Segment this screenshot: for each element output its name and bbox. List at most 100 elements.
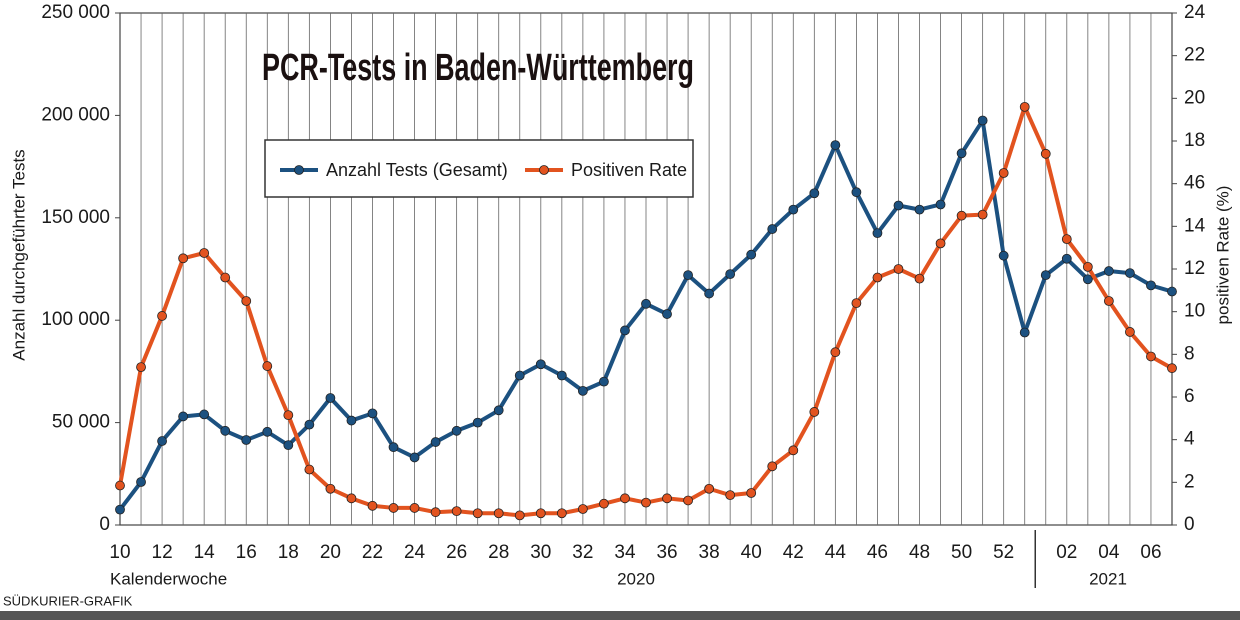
data-point <box>746 488 757 498</box>
data-point <box>388 442 399 453</box>
data-point <box>788 204 799 215</box>
data-point <box>1167 286 1177 297</box>
data-point <box>136 362 146 373</box>
data-point <box>788 445 799 456</box>
x-tick-label: 28 <box>488 542 509 563</box>
data-point <box>767 224 778 234</box>
data-point <box>430 507 441 518</box>
data-point <box>1125 327 1135 337</box>
data-point <box>1061 234 1072 245</box>
data-point <box>704 483 715 494</box>
y2-tick-label: 12 <box>1184 258 1205 279</box>
data-point <box>809 188 820 199</box>
y2-tick-label: 8 <box>1184 343 1195 364</box>
x-tick-label: 36 <box>656 542 677 563</box>
data-point <box>1040 148 1051 159</box>
data-point <box>199 248 210 258</box>
x-tick-label: 44 <box>825 542 847 563</box>
data-point <box>620 493 630 504</box>
data-point <box>872 272 883 283</box>
y2-tick-label: 2 <box>1184 471 1195 492</box>
data-point <box>577 385 588 396</box>
y2-tick-label: 24 <box>1184 2 1206 23</box>
data-point <box>1146 280 1156 291</box>
y2-tick-label: 10 <box>1184 301 1205 322</box>
data-point <box>1019 327 1030 338</box>
x-tick-label: 16 <box>236 542 257 563</box>
data-point <box>851 187 862 198</box>
x-tick-label: 48 <box>909 542 930 563</box>
y-tick-label: 250 000 <box>41 2 110 23</box>
data-point <box>641 298 651 309</box>
data-point <box>451 506 462 517</box>
x-tick-label: 50 <box>951 542 972 563</box>
data-point <box>220 425 231 436</box>
data-point <box>1019 101 1030 112</box>
data-point <box>178 253 189 264</box>
data-point <box>725 269 736 280</box>
data-point <box>241 296 252 306</box>
data-point <box>430 437 441 447</box>
data-point <box>262 361 273 371</box>
data-point <box>157 436 167 446</box>
y2-tick-label: 18 <box>1184 130 1205 151</box>
data-point <box>346 493 357 504</box>
data-point <box>493 405 504 416</box>
data-point <box>367 408 378 419</box>
data-point <box>620 325 630 336</box>
data-point <box>514 370 525 381</box>
x-tick-label: 12 <box>152 542 173 563</box>
data-point <box>1167 363 1177 374</box>
data-point <box>514 510 525 521</box>
data-point <box>325 483 336 494</box>
y-tick-label: 50 000 <box>52 412 110 433</box>
data-point <box>1082 274 1093 285</box>
data-point <box>115 480 125 491</box>
data-point <box>220 272 231 283</box>
data-point <box>157 311 167 321</box>
y2-tick-label: 0 <box>1184 514 1195 535</box>
data-point <box>136 477 146 487</box>
y-tick-label: 100 000 <box>41 309 110 330</box>
x-tick-label: 06 <box>1140 542 1161 563</box>
x-axis-label: Kalenderwoche <box>110 569 227 588</box>
data-point <box>556 508 567 519</box>
data-point <box>1103 266 1114 276</box>
bottom-bar <box>0 611 1240 620</box>
data-point <box>199 409 210 420</box>
x-tick-label: 18 <box>278 542 299 563</box>
data-point <box>998 168 1009 178</box>
data-point <box>493 508 504 519</box>
data-point <box>283 440 294 451</box>
data-point <box>178 411 189 422</box>
data-point <box>767 461 778 472</box>
data-point <box>977 115 988 126</box>
y-tick-label: 0 <box>99 514 110 535</box>
data-point <box>956 148 967 159</box>
data-point <box>599 376 609 387</box>
x-tick-label: 02 <box>1056 542 1077 563</box>
x-tick-label: 10 <box>109 542 130 563</box>
x-tick-label: 14 <box>194 542 216 563</box>
data-point <box>830 347 841 358</box>
data-point <box>409 452 420 463</box>
x-tick-label: 40 <box>741 542 762 563</box>
data-point <box>851 298 862 309</box>
data-point <box>641 497 651 508</box>
y2-tick-label: 46 <box>1184 173 1205 194</box>
data-point <box>472 508 483 519</box>
data-point <box>304 464 315 475</box>
data-point <box>1082 261 1093 272</box>
data-point <box>704 288 715 299</box>
data-point <box>577 504 588 514</box>
data-point <box>409 503 420 513</box>
x-tick-label: 04 <box>1098 542 1120 563</box>
data-point <box>367 500 378 511</box>
data-point <box>998 250 1009 261</box>
legend-marker <box>539 165 549 175</box>
x-tick-label: 34 <box>614 542 636 563</box>
y2-tick-label: 14 <box>1184 215 1206 236</box>
legend-marker <box>294 165 304 175</box>
x-tick-label: 30 <box>530 542 551 563</box>
data-point <box>977 209 988 220</box>
